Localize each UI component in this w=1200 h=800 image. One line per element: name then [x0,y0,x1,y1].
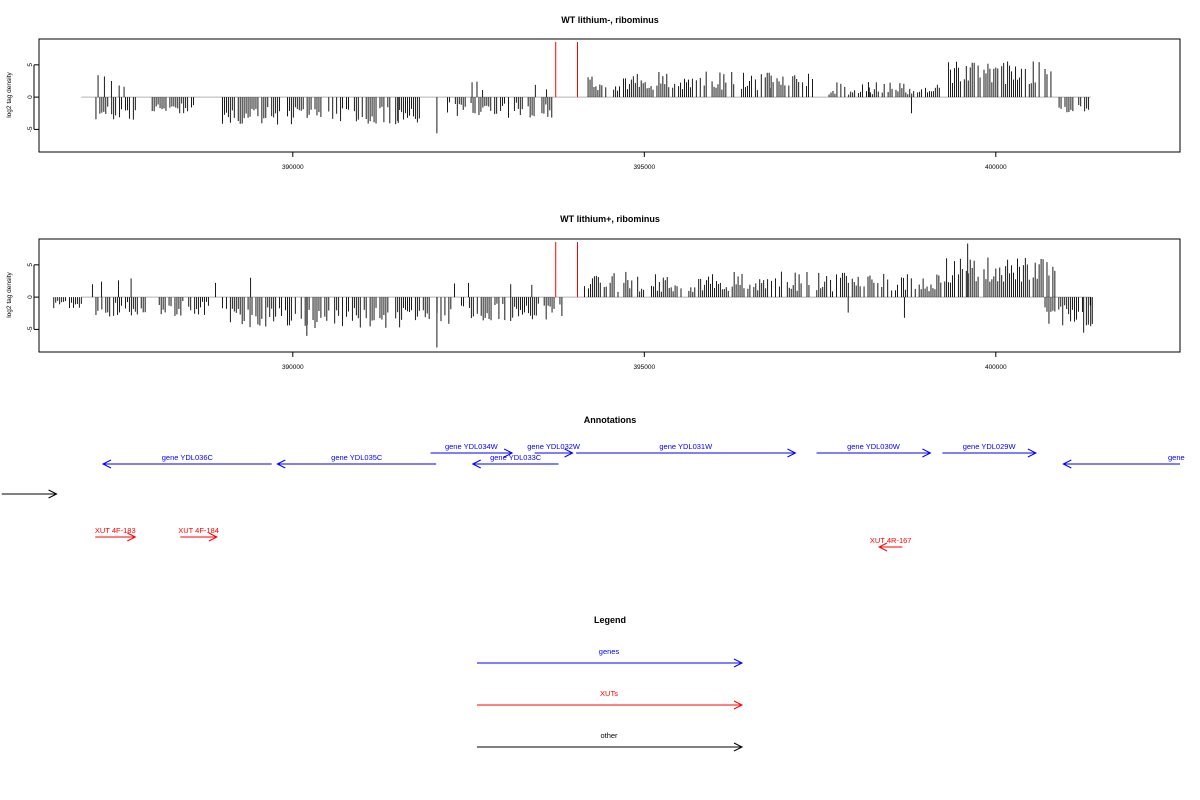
legend-item: genes [477,647,744,668]
gene-arrow-head [922,448,932,458]
gene-arrow-head [1027,448,1037,458]
bar-series [81,42,1091,134]
x-tick-label: 395000 [633,364,655,371]
gene-arrow-head [471,459,481,469]
feature-arrows: gene YDL036C gene YDL035C gene YDL034W gene… [1,442,1185,552]
annotations-title: Annotations [584,415,637,425]
y-axis-label: log2 tag density [6,71,13,117]
x-tick-label: 390000 [282,164,304,171]
legend-items: genes XUTs other [477,647,744,752]
gene-label: gene YDL033C [490,453,542,462]
y-tick-label: 5 [27,263,34,267]
gene-label: gene YDL034W [445,442,499,451]
legend-label: other [600,731,618,740]
xut-arrow-head [877,542,888,552]
xut-arrow-head [208,532,218,542]
x-tick-label: 390000 [282,364,304,371]
gene-arrow-head [276,459,286,469]
gene-feature: gene YDL031W [576,442,797,458]
xut-feature: XUT 4R-167 [870,536,912,552]
y-tick-label: 0 [27,295,34,299]
legend-item: XUTs [477,689,744,710]
gene-arrow-head [503,448,514,458]
other-arrow-head [48,489,58,499]
gene-feature: gene YDL032W [527,442,581,458]
gene-arrow-head [1062,459,1072,469]
gene-label: gene [1168,453,1185,462]
legend-title: Legend [594,615,626,625]
x-tick-label: 400000 [985,164,1007,171]
plot-frame [38,38,1181,153]
gene-arrow-head [101,459,112,469]
gene-feature: gene [1062,453,1185,469]
gene-feature: gene YDL036C [101,453,272,469]
gene-label: gene YDL036C [162,453,214,462]
xut-feature: XUT 4F-184 [178,526,219,542]
legend-arrow-head [733,700,744,710]
gene-feature: gene YDL033C [471,453,559,469]
plot-frame [38,238,1181,353]
xut-label: XUT 4F-183 [95,526,136,535]
track-panel-lithium-minus: WT lithium-, ribominus log2 tag density … [6,15,1181,171]
legend-panel: Legend genes XUTs other [477,615,744,752]
axes: -5 0 5 390000 395000 400000 [27,63,1007,171]
track-panel-lithium-plus: WT lithium+, ribominus log2 tag density … [6,214,1181,371]
gene-label: gene YDL032W [527,442,581,451]
gene-feature: gene YDL035C [276,453,437,469]
panel-title: WT lithium-, ribominus [561,15,659,25]
xut-label: XUT 4F-184 [178,526,219,535]
gene-label: gene YDL029W [963,442,1017,451]
gene-feature: gene YDL029W [942,442,1037,458]
gene-label: gene YDL030W [847,442,901,451]
y-axis-label: log2 tag density [6,271,13,317]
annotations-panel: Annotations gene YDL036C gene YDL035Cgene… [1,415,1185,552]
xut-label: XUT 4R-167 [870,536,912,545]
y-tick-label: 0 [27,95,34,99]
gene-label: gene YDL031W [659,442,713,451]
panel-title: WT lithium+, ribominus [560,214,660,224]
axes: -5 0 5 390000 395000 400000 [27,263,1007,371]
legend-label: XUTs [600,689,618,698]
legend-arrow-head [733,658,744,668]
legend-arrow-head [733,742,744,752]
xut-arrow-head [127,532,137,542]
y-tick-label: -5 [27,326,34,332]
y-tick-label: 5 [27,63,34,67]
gene-feature: gene YDL034W [430,442,514,458]
x-tick-label: 395000 [633,164,655,171]
other-feature [1,489,58,499]
xut-feature: XUT 4F-183 [95,526,137,542]
x-tick-label: 400000 [985,364,1007,371]
gene-feature: gene YDL030W [816,442,932,458]
bar-series [53,242,1093,348]
gene-arrow-head [564,448,574,458]
legend-item: other [477,731,744,752]
y-tick-label: -5 [27,126,34,132]
legend-label: genes [599,647,620,656]
gene-label: gene YDL035C [331,453,383,462]
gene-arrow-head [787,448,797,458]
